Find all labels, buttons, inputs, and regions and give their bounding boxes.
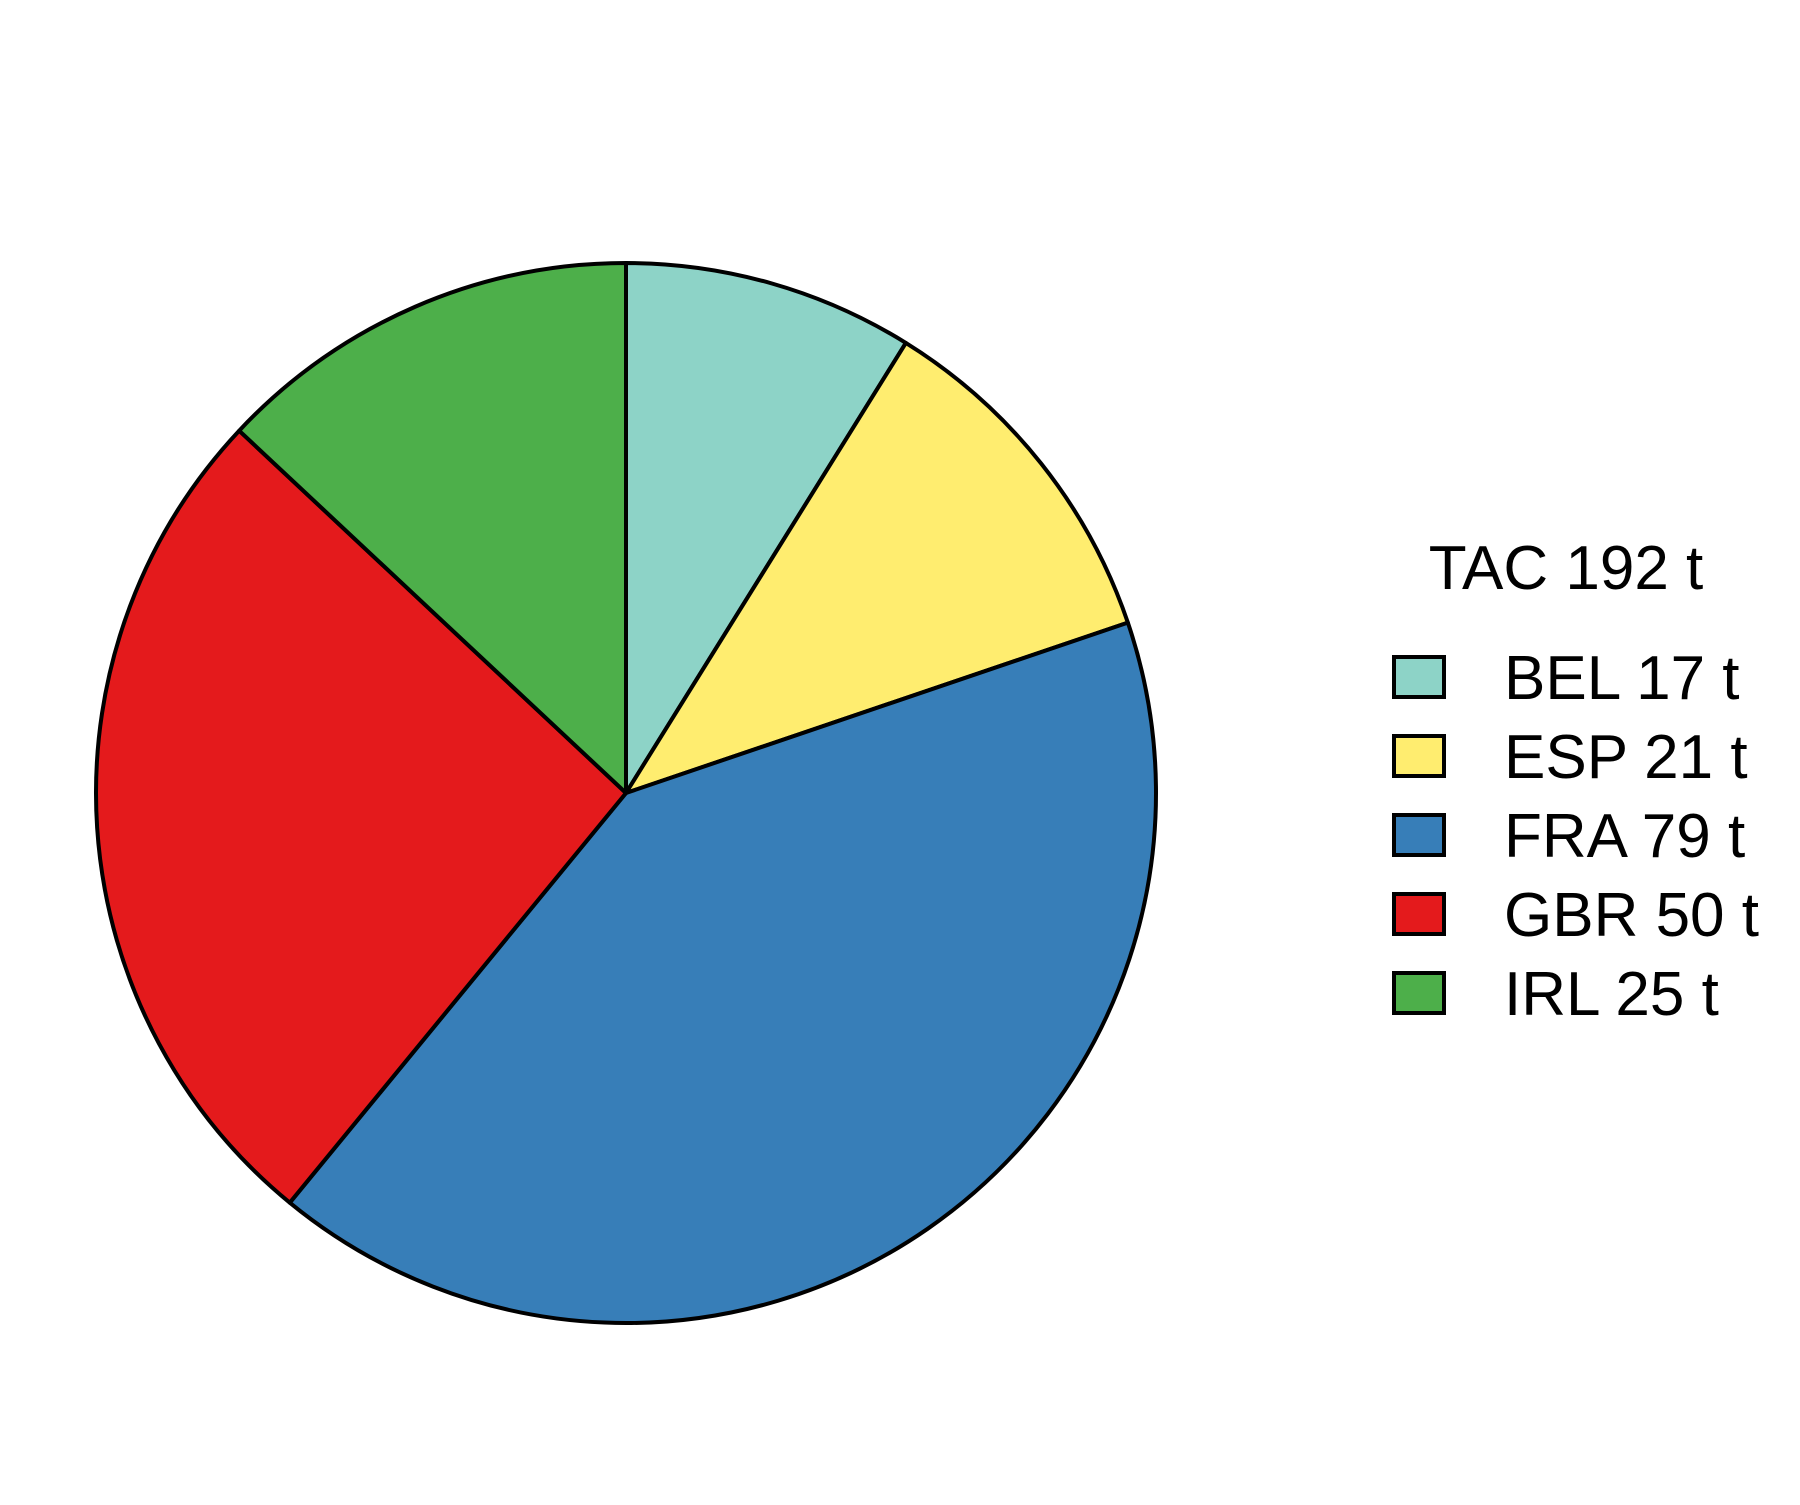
legend-item-esp: ESP 21 t: [1392, 723, 1748, 792]
legend-items: BEL 17 t ESP 21 t FRA 79 t GBR 50 t IRL 25 t: [1392, 644, 1759, 1029]
legend-item-irl: IRL 25 t: [1392, 960, 1719, 1029]
pie-slice-gbr: [94, 428, 628, 1205]
pie: [94, 261, 1158, 1325]
legend-swatch-gbr: [1392, 892, 1446, 936]
pie-slice-esp: [624, 340, 1130, 795]
legend-label-irl: IRL 25 t: [1504, 960, 1719, 1029]
legend-swatch-fra: [1392, 813, 1446, 857]
legend-swatch-esp: [1392, 734, 1446, 778]
legend-label-esp: ESP 21 t: [1504, 723, 1748, 792]
legend: TAC 192 t BEL 17 t ESP 21 t FRA 79 t GBR 50…: [1392, 534, 1759, 1029]
legend-label-bel: BEL 17 t: [1504, 644, 1740, 713]
pie-slice-bel: [624, 261, 908, 795]
legend-item-bel: BEL 17 t: [1392, 644, 1740, 713]
pie-slice-fra: [287, 620, 1158, 1325]
legend-item-gbr: GBR 50 t: [1392, 881, 1759, 950]
legend-item-fra: FRA 79 t: [1392, 802, 1745, 871]
legend-label-fra: FRA 79 t: [1504, 802, 1745, 871]
legend-label-gbr: GBR 50 t: [1504, 881, 1759, 950]
legend-swatch-bel: [1392, 655, 1446, 699]
pie-slice-irl: [237, 261, 628, 795]
legend-swatch-irl: [1392, 971, 1446, 1015]
legend-title: TAC 192 t: [1429, 534, 1704, 603]
